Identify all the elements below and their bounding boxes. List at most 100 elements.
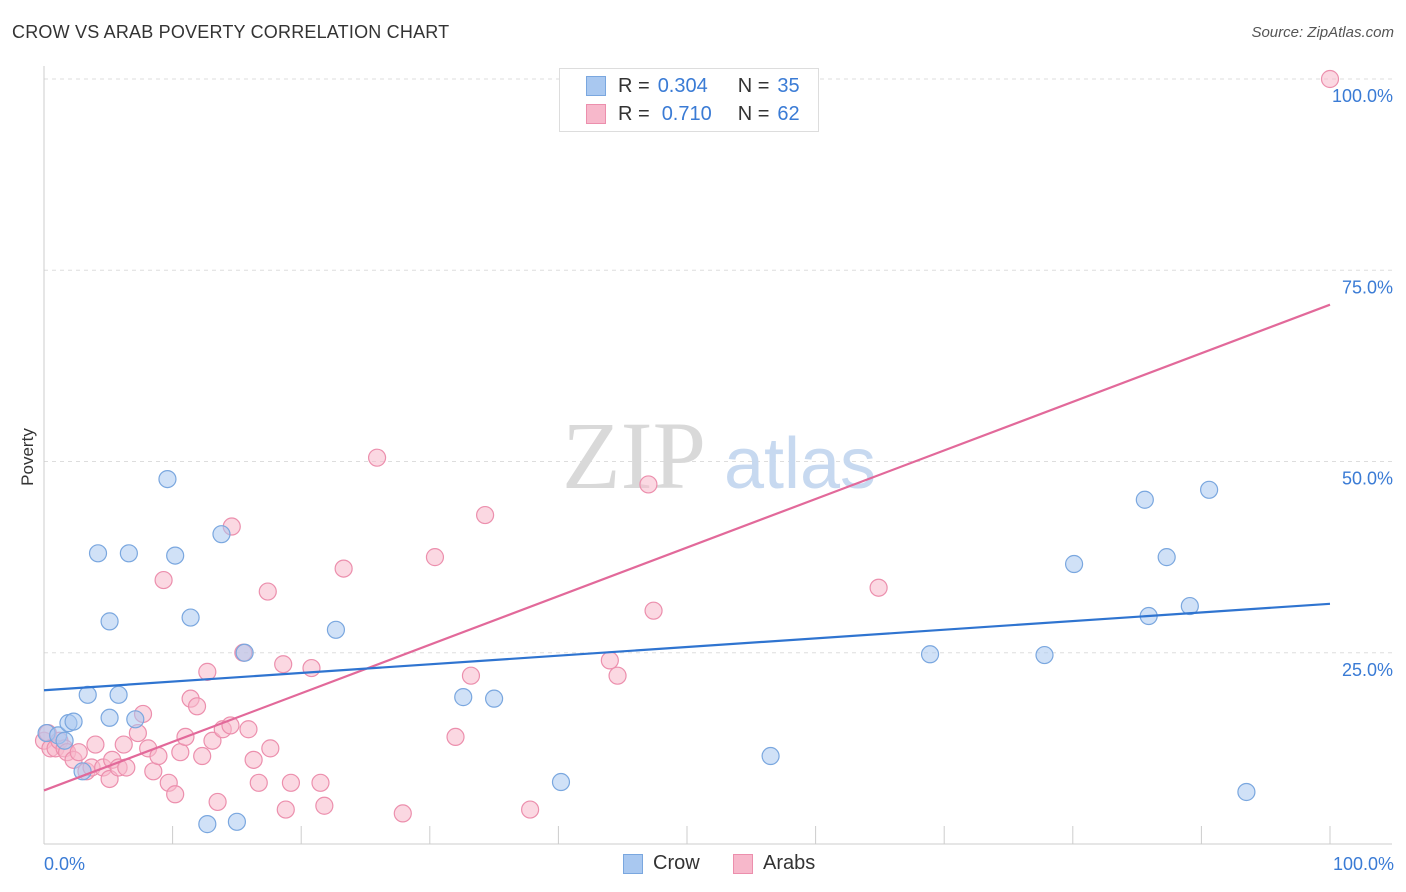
crow-point: [227, 812, 246, 831]
crow-swatch: [623, 853, 643, 874]
crow-point: [454, 688, 473, 707]
arab-point: [475, 505, 495, 525]
crow-point: [166, 546, 185, 565]
crow-point: [485, 689, 504, 708]
crow-point: [198, 815, 217, 834]
arab-point: [86, 735, 105, 754]
arab-point: [446, 727, 465, 747]
crow-point: [1064, 554, 1084, 574]
crow-trendline: [43, 602, 1331, 692]
crow-point: [1237, 782, 1256, 802]
legend-label-crow: Crow: [653, 852, 700, 874]
crow-point: [126, 710, 145, 729]
crow-point: [1180, 596, 1199, 616]
crow-point: [55, 731, 74, 750]
chart-title: CROW VS ARAB POVERTY CORRELATION CHART: [12, 22, 450, 42]
arab-point: [644, 601, 663, 620]
crow-point: [1135, 490, 1154, 509]
crow-point: [73, 762, 92, 781]
crow-point: [100, 612, 119, 631]
crow-point: [100, 708, 119, 727]
gridlines: [44, 78, 1392, 654]
y-tick-label: 100.0%: [1332, 86, 1393, 106]
source-label: Source: ZipAtlas.com: [1251, 24, 1394, 41]
arab-point: [334, 559, 353, 578]
arab-point: [393, 804, 412, 823]
arab-point: [1320, 69, 1340, 89]
arab-point: [521, 800, 540, 819]
arab-point: [639, 475, 658, 494]
watermark-atlas: atlas: [724, 424, 876, 504]
arab-point: [166, 785, 185, 804]
crow-point: [88, 544, 108, 563]
arab-point: [281, 773, 301, 792]
n-label: N =: [737, 102, 770, 125]
arabs-swatch: [586, 104, 606, 124]
arab-point: [461, 666, 481, 685]
watermark-zip: ZIP: [562, 402, 706, 509]
arab-point: [600, 651, 619, 670]
crow-point: [326, 620, 346, 639]
crow-swatch: [586, 76, 606, 96]
n-label: N =: [737, 74, 770, 97]
legend-label-arabs: Arabs: [763, 852, 816, 874]
arab-point: [367, 448, 387, 467]
arab-point: [302, 658, 321, 678]
arabs-trendline: [43, 303, 1331, 792]
crow-point: [158, 469, 177, 489]
arab-point: [69, 743, 88, 762]
arab-point: [171, 743, 190, 762]
crow-point: [64, 712, 83, 731]
crow-point: [212, 525, 231, 544]
crow-point: [1035, 645, 1054, 665]
crow-point: [551, 772, 571, 792]
crow-points: [37, 469, 1256, 834]
arab-point: [244, 750, 263, 769]
x-tick-label: 100.0%: [1333, 854, 1394, 874]
crow-point: [181, 608, 200, 627]
trendlines: [43, 303, 1331, 792]
r-value: 0.304: [657, 74, 708, 97]
crow-point: [920, 645, 940, 664]
tick-labels: 25.0% 50.0% 75.0% 100.0% 0.0% 100.0%: [44, 86, 1394, 874]
arab-point: [311, 773, 330, 792]
arab-point: [239, 720, 258, 739]
n-value: 35: [777, 74, 800, 97]
arab-point: [203, 731, 222, 750]
legend-item-crow[interactable]: Crow: [623, 852, 700, 875]
y-tick-label: 75.0%: [1342, 277, 1393, 297]
arab-point: [258, 582, 277, 601]
y-axis-label: Poverty: [18, 428, 37, 486]
legend-item-arabs[interactable]: Arabs: [733, 852, 815, 875]
crow-point: [235, 643, 254, 662]
crow-point: [119, 544, 138, 563]
arab-point: [608, 666, 627, 685]
arab-point: [261, 739, 280, 758]
y-tick-label: 25.0%: [1342, 660, 1393, 680]
crow-point: [761, 746, 780, 766]
legend-row-arabs: R = 0.710 N = 62: [586, 101, 800, 127]
arab-point: [208, 792, 227, 812]
crow-point: [1157, 548, 1176, 567]
y-tick-label: 50.0%: [1342, 469, 1393, 489]
crow-point: [1200, 480, 1219, 499]
stats-legend: R = 0.304 N = 35 R = 0.710 N = 62: [559, 68, 819, 132]
arab-point: [144, 762, 163, 781]
r-label: R =: [618, 102, 650, 125]
arab-point: [425, 548, 445, 567]
watermark: ZIP atlas: [562, 402, 876, 509]
axes: [43, 66, 1392, 845]
arab-point: [193, 746, 212, 766]
n-value: 62: [777, 102, 800, 125]
crow-point: [78, 685, 97, 704]
legend-row-crow: R = 0.304 N = 35: [586, 73, 800, 99]
arab-point: [154, 570, 173, 590]
r-value: 0.710: [661, 102, 712, 125]
arab-point: [114, 735, 133, 754]
arab-point: [274, 655, 293, 674]
arab-point: [276, 800, 295, 819]
arab-point: [198, 662, 217, 681]
arab-point: [249, 773, 268, 792]
arab-point: [315, 796, 334, 815]
